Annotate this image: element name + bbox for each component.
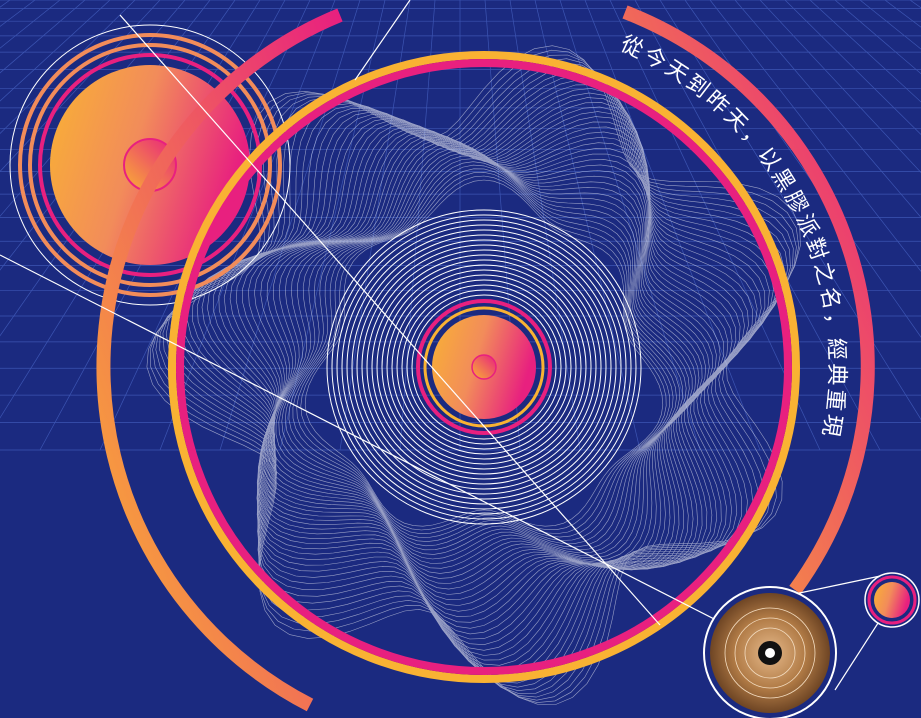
grid-col xyxy=(709,0,921,272)
groove xyxy=(371,254,597,480)
grid-col xyxy=(0,0,111,102)
wave-line xyxy=(278,155,687,555)
groove xyxy=(366,249,602,485)
groove xyxy=(336,219,632,515)
small-record xyxy=(864,572,920,628)
groove xyxy=(346,229,622,505)
grid-col xyxy=(509,0,581,451)
grid-col xyxy=(809,0,921,103)
grid-col xyxy=(584,0,761,451)
groove xyxy=(376,259,592,475)
wave-line xyxy=(229,128,733,623)
groove xyxy=(381,264,587,470)
groove xyxy=(406,289,562,445)
wave-line xyxy=(149,49,800,703)
wave-line xyxy=(292,168,674,538)
grid-col xyxy=(534,0,641,451)
groove xyxy=(361,244,607,490)
groove xyxy=(351,234,617,500)
wave-line xyxy=(223,126,737,629)
wave-line xyxy=(272,150,693,564)
groove xyxy=(356,239,612,495)
grid-col xyxy=(759,0,921,174)
wave-line xyxy=(169,75,781,684)
ring-inner xyxy=(176,59,792,675)
grid-col xyxy=(659,0,921,421)
wave-line xyxy=(212,116,745,640)
groove xyxy=(341,224,627,510)
grid-col xyxy=(784,0,921,135)
gold-record xyxy=(703,586,837,718)
groove xyxy=(386,269,582,465)
wave-line xyxy=(146,45,801,705)
wave-line xyxy=(159,62,791,694)
wave-line xyxy=(267,145,700,574)
wave-line xyxy=(152,54,797,701)
wave-line xyxy=(178,84,774,676)
groove xyxy=(401,284,567,450)
wave-line xyxy=(266,143,703,579)
groove xyxy=(396,279,572,455)
groove xyxy=(326,209,642,525)
wave-line xyxy=(155,58,794,698)
wave-line xyxy=(304,179,664,527)
wave-line xyxy=(174,79,778,679)
wave-line xyxy=(296,171,670,535)
left-arc xyxy=(96,8,343,712)
grid-col xyxy=(734,0,921,218)
grid-col xyxy=(0,0,136,135)
grid-col xyxy=(159,0,336,451)
groove xyxy=(411,294,557,440)
right-arc xyxy=(622,5,875,595)
grooves xyxy=(326,209,642,525)
wave-line xyxy=(182,88,770,671)
groove xyxy=(391,274,577,460)
guide-lines xyxy=(0,0,886,691)
groove xyxy=(331,214,637,520)
center-label xyxy=(416,299,552,435)
wave-line xyxy=(281,158,684,551)
wave-line xyxy=(284,161,680,547)
wave-line xyxy=(300,175,667,531)
wave-line xyxy=(275,152,690,560)
ring-outer xyxy=(168,51,800,683)
